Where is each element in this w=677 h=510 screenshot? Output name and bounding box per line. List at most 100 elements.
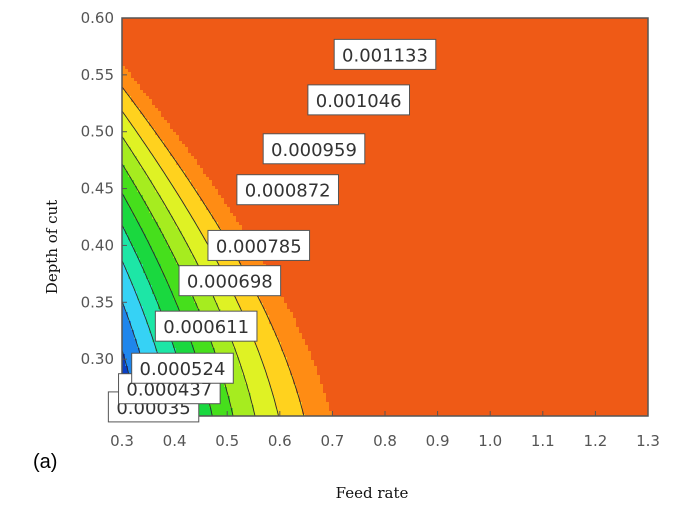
contour-cell	[149, 189, 153, 193]
contour-cell	[182, 204, 186, 208]
contour-cell	[143, 321, 147, 325]
contour-cell	[128, 369, 132, 373]
contour-cell	[131, 36, 135, 40]
contour-cell	[152, 72, 156, 76]
contour-cell	[128, 330, 132, 334]
contour-cell	[164, 102, 168, 106]
contour-cell	[149, 318, 153, 322]
contour-cell	[179, 45, 183, 49]
contour-cell	[125, 24, 129, 28]
contour-cell	[128, 345, 132, 349]
contour-cell	[155, 276, 159, 280]
contour-cell	[137, 345, 141, 349]
contour-cell	[176, 342, 180, 346]
contour-cell	[173, 90, 177, 94]
contour-cell	[137, 114, 141, 118]
contour-cell	[185, 225, 189, 229]
contour-cell	[179, 222, 183, 226]
contour-cell	[182, 114, 186, 118]
contour-cell	[125, 243, 129, 247]
contour-cell	[203, 162, 207, 166]
contour-cell	[197, 54, 201, 58]
contour-cell	[143, 267, 147, 271]
contour-cell	[140, 18, 144, 22]
contour-cell	[188, 93, 192, 97]
contour-cell	[146, 294, 150, 298]
contour-cell	[137, 228, 141, 232]
contour-cell	[158, 261, 162, 265]
contour-cell	[167, 249, 171, 253]
contour-cell	[179, 192, 183, 196]
contour-cell	[140, 48, 144, 52]
contour-cell	[140, 60, 144, 64]
contour-cell	[209, 24, 213, 28]
contour-cell	[140, 171, 144, 175]
contour-cell	[203, 210, 207, 214]
contour-cell	[179, 348, 183, 352]
contour-cell	[185, 342, 189, 346]
contour-cell	[191, 99, 195, 103]
contour-cell	[146, 189, 150, 193]
contour-cell	[185, 102, 189, 106]
contour-cell	[164, 48, 168, 52]
contour-cell	[164, 252, 168, 256]
contour-cell	[173, 186, 177, 190]
contour-cell	[206, 192, 210, 196]
contour-cell	[146, 48, 150, 52]
contour-cell	[185, 90, 189, 94]
contour-cell	[191, 237, 195, 241]
contour-cell	[131, 135, 135, 139]
contour-cell	[137, 33, 141, 37]
contour-cell	[128, 273, 132, 277]
contour-cell	[191, 234, 195, 238]
contour-cell	[182, 132, 186, 136]
contour-cell	[173, 117, 177, 121]
contour-cell	[149, 216, 153, 220]
contour-cell	[128, 279, 132, 283]
contour-cell	[143, 300, 147, 304]
contour-cell	[179, 126, 183, 130]
contour-cell	[182, 108, 186, 112]
contour-cell	[191, 213, 195, 217]
contour-cell	[167, 21, 171, 25]
contour-cell	[149, 90, 153, 94]
contour-cell	[128, 240, 132, 244]
contour-cell	[125, 129, 129, 133]
contour-cell	[155, 342, 159, 346]
contour-cell	[173, 252, 177, 256]
contour-cell	[158, 78, 162, 82]
contour-cell	[179, 258, 183, 262]
contour-cell	[155, 144, 159, 148]
contour-cell	[176, 57, 180, 61]
contour-cell	[131, 66, 135, 70]
contour-cell	[158, 243, 162, 247]
contour-cell	[155, 174, 159, 178]
contour-cell	[155, 216, 159, 220]
contour-cell	[200, 258, 204, 262]
contour-cell	[170, 261, 174, 265]
contour-cell	[143, 342, 147, 346]
contour-cell	[209, 93, 213, 97]
contour-cell	[155, 138, 159, 142]
contour-cell	[164, 51, 168, 55]
contour-cell	[161, 306, 165, 310]
contour-cell	[161, 138, 165, 142]
contour-cell	[143, 18, 147, 22]
contour-cell	[122, 33, 126, 37]
contour-cell	[209, 39, 213, 43]
contour-cell	[179, 39, 183, 43]
contour-cell	[194, 33, 198, 37]
contour-cell	[188, 303, 192, 307]
contour-cell	[149, 156, 153, 160]
contour-cell	[149, 258, 153, 262]
contour-cell	[140, 216, 144, 220]
contour-cell	[143, 27, 147, 31]
contour-cell	[149, 306, 153, 310]
contour-cell	[152, 105, 156, 109]
contour-cell	[161, 63, 165, 67]
contour-cell	[194, 216, 198, 220]
contour-cell	[146, 291, 150, 295]
contour-cell	[194, 87, 198, 91]
contour-cell	[161, 183, 165, 187]
contour-cell	[176, 294, 180, 298]
